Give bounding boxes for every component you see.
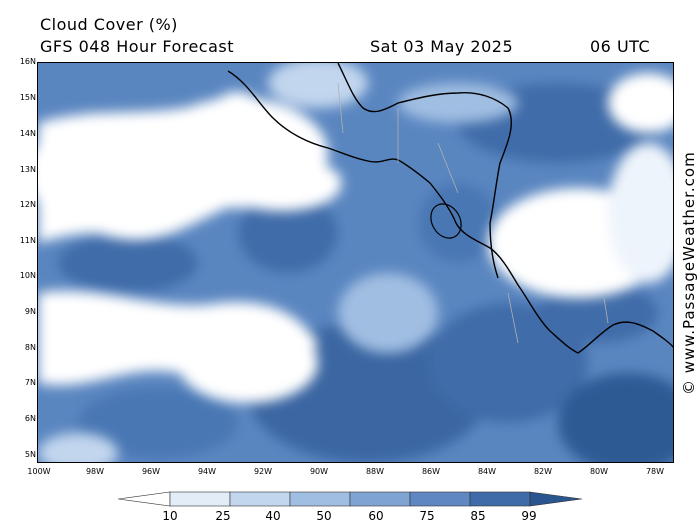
legend-label: 75 [419,509,435,523]
lat-label: 5N [24,450,36,459]
lon-label: 80W [589,467,609,476]
forecast-title: GFS 048 Hour Forecast [40,37,235,56]
legend-label: 40 [265,509,281,523]
lon-label: 94W [197,467,217,476]
map-canvas [38,63,673,462]
lat-label: 16N [19,57,36,66]
lake-nicaragua [430,203,462,239]
clear-sky-patches [38,63,673,462]
lon-label: 82W [533,467,553,476]
legend-label: 85 [470,509,486,523]
legend-label: 25 [215,509,231,523]
legend-label: 99 [521,509,537,523]
legend-swatch [529,491,582,507]
lon-label: 96W [141,467,161,476]
lon-label: 78W [645,467,665,476]
legend-swatch [118,491,171,507]
lon-label: 92W [253,467,273,476]
lat-label: 11N [19,236,36,245]
lat-label: 15N [19,93,36,102]
legend-label: 50 [316,509,332,523]
cloud-cover-map [37,62,674,463]
lat-label: 10N [19,271,36,280]
lat-label: 9N [24,307,36,316]
legend-swatch [409,491,471,507]
lat-label: 13N [19,165,36,174]
lon-label: 98W [85,467,105,476]
lon-label: 100W [27,467,51,476]
legend-swatch [289,491,351,507]
coastline [227,70,673,354]
country-borders [337,82,609,344]
lon-label: 88W [365,467,385,476]
lat-label: 8N [24,343,36,352]
legend-swatch [169,491,231,507]
legend-swatch [349,491,411,507]
legend-label: 60 [368,509,384,523]
lon-label: 84W [477,467,497,476]
lon-label: 86W [421,467,441,476]
lat-label: 14N [19,129,36,138]
legend-swatch [229,491,291,507]
lat-label: 7N [24,378,36,387]
color-legend [118,491,582,507]
forecast-time: 06 UTC [590,37,651,56]
legend-swatch [469,491,531,507]
product-title: Cloud Cover (%) [40,15,178,34]
lat-label: 12N [19,200,36,209]
lon-label: 90W [309,467,329,476]
credit-watermark: © www.PassageWeather.com [680,151,698,395]
legend-label: 10 [162,509,178,523]
lat-label: 6N [24,414,36,423]
forecast-date: Sat 03 May 2025 [370,37,514,56]
caribbean-coastline [337,63,512,279]
